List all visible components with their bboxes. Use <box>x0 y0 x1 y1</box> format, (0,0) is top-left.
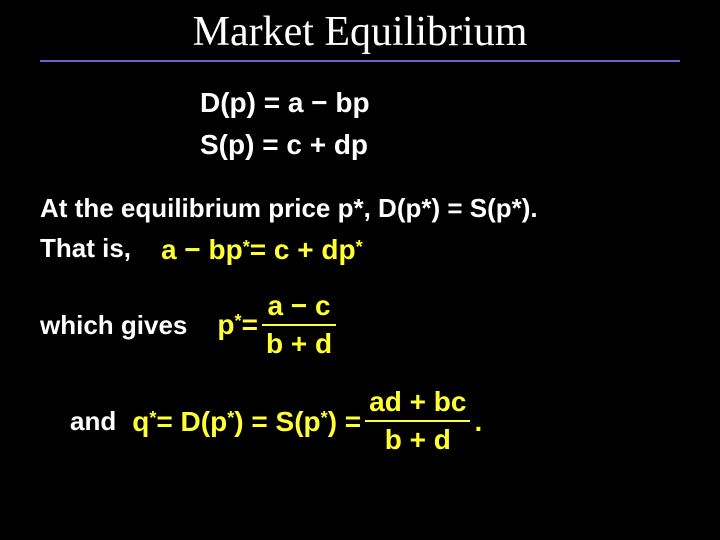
eq4-mid1: = D(p <box>156 402 227 441</box>
slide-title: Market Equilibrium <box>0 0 720 60</box>
title-underline <box>40 60 680 62</box>
demand-supply-equations: D(p) = a − bp S(p) = c + dp <box>200 82 720 166</box>
eq3-bar <box>262 324 336 326</box>
that-is-row: That is, a − bp* = c + dp* <box>40 230 700 269</box>
eq4-dot: . <box>474 402 482 441</box>
eq4-num: ad + bc <box>365 386 470 418</box>
which-gives-label: which gives <box>40 307 187 343</box>
and-row: and q* = D(p*) = S(p*) = ad + bc b + d . <box>70 386 700 456</box>
eq4-q: q <box>132 402 149 441</box>
quantity-fraction: ad + bc b + d <box>365 386 470 456</box>
eq3-eq: = <box>242 305 258 344</box>
eq4-mid3: ) = <box>328 402 361 441</box>
and-label: and <box>70 403 116 439</box>
supply-equation: S(p) = c + dp <box>200 124 720 166</box>
eq2-star2: * <box>356 235 363 260</box>
eq4-den: b + d <box>381 424 455 456</box>
eq3-p: p <box>217 305 234 344</box>
eq2-star1: * <box>243 235 250 260</box>
eq3-den: b + d <box>262 328 336 360</box>
equilibrium-statement: At the equilibrium price p*, D(p*) = S(p… <box>40 190 700 226</box>
price-solution: p* = a − c b + d <box>217 290 340 360</box>
eq2-lhs: a − bp <box>161 230 243 269</box>
eq4-bar <box>365 420 470 422</box>
eq4-star3: * <box>321 406 328 431</box>
eq3-star: * <box>235 309 242 334</box>
quantity-solution: q* = D(p*) = S(p*) = ad + bc b + d . <box>132 386 482 456</box>
that-is-label: That is, <box>40 230 131 266</box>
eq3-num: a − c <box>263 290 334 322</box>
eq4-mid2: ) = S(p <box>234 402 320 441</box>
eq4-star2: * <box>227 406 234 431</box>
demand-equation: D(p) = a − bp <box>200 82 720 124</box>
equilibrium-equation: a − bp* = c + dp* <box>161 230 363 269</box>
eq2-mid: = c + dp <box>250 230 356 269</box>
eq4-star: * <box>149 406 156 431</box>
which-gives-row: which gives p* = a − c b + d <box>40 290 700 360</box>
price-fraction: a − c b + d <box>262 290 336 360</box>
